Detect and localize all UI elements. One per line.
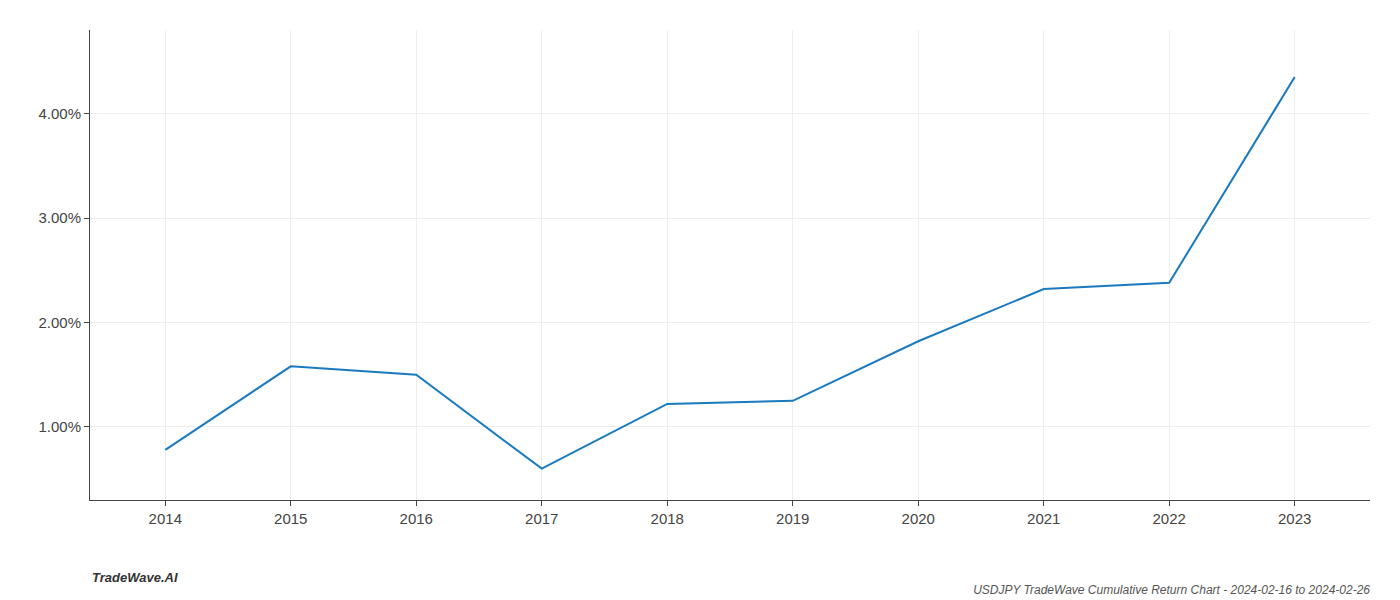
svg-text:2.00%: 2.00% [38,314,81,331]
svg-text:TradeWave.AI: TradeWave.AI [92,570,178,585]
svg-text:2019: 2019 [776,510,809,527]
svg-text:2017: 2017 [525,510,558,527]
svg-text:2022: 2022 [1153,510,1186,527]
svg-text:1.00%: 1.00% [38,418,81,435]
svg-text:2021: 2021 [1027,510,1060,527]
svg-text:2016: 2016 [400,510,433,527]
svg-text:USDJPY TradeWave Cumulative Re: USDJPY TradeWave Cumulative Return Chart… [973,583,1370,597]
svg-text:3.00%: 3.00% [38,209,81,226]
svg-text:2018: 2018 [651,510,684,527]
svg-text:4.00%: 4.00% [38,105,81,122]
svg-text:2020: 2020 [902,510,935,527]
svg-text:2014: 2014 [149,510,182,527]
svg-text:2023: 2023 [1278,510,1311,527]
svg-text:2015: 2015 [274,510,307,527]
